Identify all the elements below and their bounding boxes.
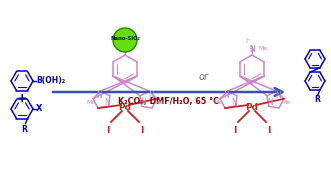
Text: K₂CO₃, DMF/H₂O, 65 °C: K₂CO₃, DMF/H₂O, 65 °C: [118, 97, 219, 106]
Text: I: I: [140, 126, 144, 135]
Text: N: N: [249, 45, 255, 54]
Text: I: I: [106, 126, 110, 135]
Text: B(OH)₂: B(OH)₂: [36, 76, 65, 85]
Text: N: N: [96, 91, 102, 100]
Text: Me: Me: [213, 101, 223, 105]
Text: Pd: Pd: [118, 102, 131, 112]
Text: I: I: [233, 126, 237, 135]
Circle shape: [113, 28, 137, 52]
Text: N: N: [104, 98, 110, 107]
Text: N: N: [249, 45, 255, 54]
Text: N: N: [267, 98, 273, 107]
Text: Me: Me: [154, 101, 164, 105]
Text: or: or: [199, 72, 209, 82]
Text: R: R: [314, 95, 320, 104]
Text: Me: Me: [86, 101, 96, 105]
Text: N: N: [122, 45, 128, 54]
Text: I: I: [267, 126, 271, 135]
Text: X: X: [36, 104, 42, 113]
Text: N: N: [148, 91, 154, 100]
Text: N: N: [140, 98, 146, 107]
Text: N: N: [231, 98, 237, 107]
Text: Nano-SiO₂: Nano-SiO₂: [110, 36, 140, 42]
Text: Pd: Pd: [246, 102, 259, 112]
Text: I⁻: I⁻: [245, 38, 251, 44]
Text: +: +: [17, 91, 27, 105]
Text: N: N: [223, 91, 229, 100]
Text: Me: Me: [258, 46, 267, 51]
Text: Me: Me: [281, 101, 291, 105]
Text: R: R: [22, 125, 27, 133]
Text: N: N: [275, 91, 281, 100]
